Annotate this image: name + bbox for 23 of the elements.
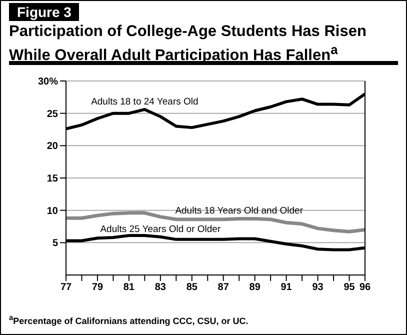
series-label: Adults 18 to 24 Years Old — [91, 96, 198, 108]
y-tick-label: 20 — [46, 141, 58, 152]
y-tick-label: 30% — [38, 76, 58, 88]
x-tick-label: 96 — [359, 282, 371, 294]
x-tick-label: 81 — [123, 282, 135, 294]
x-tick-label: 93 — [312, 282, 324, 294]
x-tick-label: 85 — [186, 282, 198, 294]
series-label: Adults 18 Years Old and Older — [175, 206, 304, 217]
chart-title: Participation of College-Age Students Has Risen While Overall Adult Participation Has Fallen$^{a}$ — [9, 23, 368, 66]
text: $^{a}$Percentage of Californians attending CCC, CSU, or UC. — [9, 313, 248, 326]
x-tick-label: 89 — [249, 282, 261, 294]
y-tick-label: 15 — [46, 174, 58, 185]
series-label: Adults 25 Years Old or Older — [100, 224, 221, 235]
x-tick-label: 83 — [154, 282, 166, 294]
y-tick-label: 5 — [52, 238, 58, 250]
chart-subtitle: Figure 3 — [9, 3, 80, 21]
x-tick-label: 87 — [218, 282, 230, 294]
x-tick-label: 77 — [60, 282, 72, 294]
y-tick-label: 25 — [46, 108, 58, 120]
y-tick-label: 10 — [46, 206, 58, 217]
x-tick-label: 79 — [92, 282, 104, 294]
x-tick-label: 91 — [280, 282, 292, 294]
x-tick-label: 95 — [344, 282, 356, 294]
